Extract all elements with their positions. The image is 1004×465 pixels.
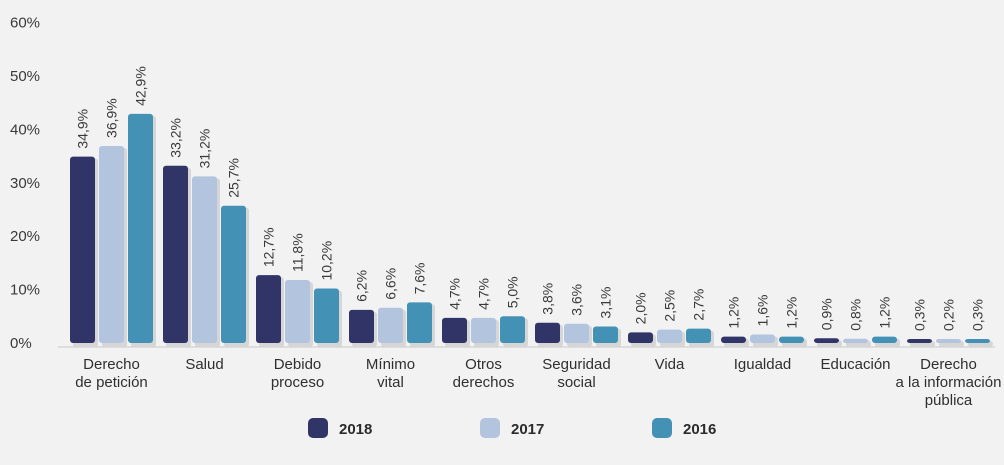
- data-label: 11,8%: [290, 233, 306, 272]
- data-label: 0,3%: [912, 299, 928, 331]
- legend-label: 2017: [511, 421, 544, 438]
- category-label: pública: [925, 392, 973, 409]
- data-label: 0,8%: [848, 299, 864, 331]
- legend-swatch-2016: [652, 418, 672, 438]
- data-label: 2,5%: [662, 290, 678, 322]
- data-label: 6,6%: [383, 268, 399, 300]
- legend: 2018 2017 2016: [308, 418, 716, 438]
- category-label: Derecho: [920, 356, 977, 373]
- data-label: 31,2%: [197, 129, 213, 169]
- bar-2018: [349, 309, 374, 343]
- category-label: Salud: [185, 356, 223, 373]
- bar-2016: [407, 302, 432, 343]
- data-label: 1,2%: [784, 297, 800, 329]
- bar-2016: [779, 336, 804, 343]
- bar-2016: [500, 316, 525, 343]
- bars: 34,9% 33,2% 12,7% 6,2% 4,7% 3,8% 2,0% 1,2% 0,9% 0…: [70, 66, 993, 347]
- bar-2017: [99, 145, 124, 343]
- data-label: 1,2%: [877, 297, 893, 329]
- category-label: Igualdad: [734, 356, 792, 373]
- data-label: 1,6%: [755, 295, 771, 327]
- category-label: Otros: [465, 356, 502, 373]
- data-label: 3,1%: [598, 287, 614, 319]
- legend-swatch-2017: [480, 418, 500, 438]
- category-label: social: [557, 374, 595, 391]
- y-tick-label: 0%: [10, 335, 32, 352]
- legend-swatch-2018: [308, 418, 328, 438]
- category-label: Debido: [274, 356, 322, 373]
- y-tick-label: 30%: [10, 175, 40, 192]
- data-label: 3,6%: [569, 284, 585, 316]
- bar-2016: [686, 328, 711, 343]
- bar-2018: [256, 275, 281, 343]
- bar-2018: [442, 317, 467, 343]
- bar-2017: [936, 339, 961, 343]
- category-label: a la información: [896, 374, 1002, 391]
- bar-2016: [221, 205, 246, 343]
- bar-2016: [314, 288, 339, 343]
- data-label: 6,2%: [354, 270, 370, 302]
- category-label: Mínimo: [366, 356, 415, 373]
- category-label: Seguridad: [542, 356, 610, 373]
- y-axis: 0% 10% 20% 30% 40% 50% 60%: [10, 15, 40, 352]
- bar-2017: [657, 329, 682, 343]
- data-label: 0,2%: [941, 299, 957, 331]
- data-label: 42,9%: [133, 66, 149, 106]
- category-label: Educación: [820, 356, 890, 373]
- data-label: 4,7%: [447, 278, 463, 310]
- y-tick-label: 10%: [10, 282, 40, 299]
- legend-label: 2018: [339, 421, 372, 438]
- data-label: 0,3%: [970, 299, 986, 331]
- bar-2018: [535, 322, 560, 343]
- data-label: 0,9%: [819, 298, 835, 330]
- data-label: 25,7%: [226, 158, 242, 198]
- bar-2017: [750, 334, 775, 343]
- data-label: 3,8%: [540, 283, 556, 315]
- bar-2016: [593, 326, 618, 343]
- bar-2018: [814, 338, 839, 343]
- data-label: 10,2%: [319, 241, 335, 281]
- data-label: 12,7%: [261, 227, 277, 267]
- bar-2018: [721, 336, 746, 343]
- bar-2018: [163, 165, 188, 343]
- data-label: 2,7%: [691, 289, 707, 321]
- data-label: 4,7%: [476, 278, 492, 310]
- bar-2017: [378, 307, 403, 343]
- data-label: 36,9%: [104, 98, 120, 138]
- data-label: 1,2%: [726, 297, 742, 329]
- y-tick-label: 50%: [10, 68, 40, 85]
- bar-2018: [70, 156, 95, 343]
- category-label: vital: [377, 374, 404, 391]
- bar-2017: [564, 323, 589, 343]
- bar-2017: [192, 176, 217, 343]
- category-label: derechos: [453, 374, 515, 391]
- y-tick-label: 40%: [10, 121, 40, 138]
- data-label: 2,0%: [633, 292, 649, 324]
- category-label: Vida: [655, 356, 685, 373]
- category-label: Derecho: [83, 356, 140, 373]
- data-label: 34,9%: [75, 109, 91, 149]
- data-label: 33,2%: [168, 118, 184, 158]
- bar-2018: [628, 332, 653, 343]
- data-label: 7,6%: [412, 262, 428, 294]
- y-tick-label: 20%: [10, 228, 40, 245]
- bar-2016: [965, 339, 990, 343]
- bar-2018: [907, 339, 932, 343]
- bar-2017: [285, 279, 310, 343]
- y-tick-label: 60%: [10, 15, 40, 32]
- bar-2017: [471, 317, 496, 343]
- bar-2016: [128, 113, 153, 343]
- bar-2016: [872, 336, 897, 343]
- category-label: de petición: [75, 374, 148, 391]
- legend-label: 2016: [683, 421, 716, 438]
- bar-2017: [843, 338, 868, 343]
- category-label: proceso: [271, 374, 324, 391]
- data-label: 5,0%: [505, 276, 521, 308]
